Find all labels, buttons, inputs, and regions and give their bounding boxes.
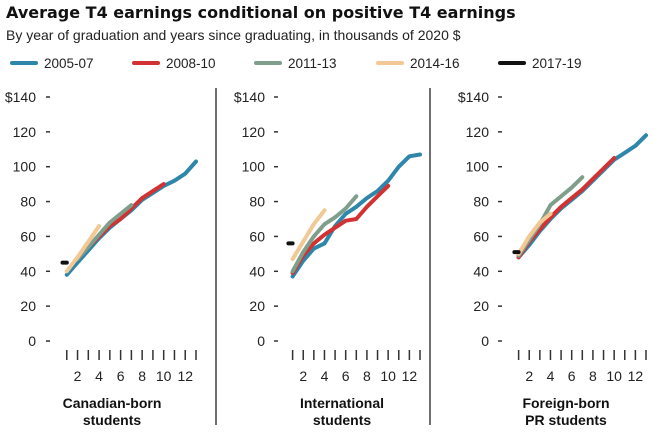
- x-tick-label: 2: [525, 368, 533, 384]
- legend-label-2011-13: 2011-13: [288, 56, 337, 71]
- series-line-2008-10: [290, 183, 391, 275]
- y-tick-label: 120: [242, 124, 266, 140]
- series-line-2005-07: [516, 133, 648, 260]
- y-tick-label: 20: [20, 298, 36, 314]
- y-tick-label: 80: [20, 194, 36, 210]
- y-tick-label: 0: [481, 333, 489, 349]
- legend: 2005-07 2008-10 2011-13 2014-16 2017-19: [10, 56, 582, 71]
- y-tick-label: 20: [249, 298, 265, 314]
- panel-3: $140 120 100 80 60 40 20 0 2 4 6 8 10 12 Foreign-bornP…: [458, 89, 648, 428]
- panel-label-line: International: [300, 395, 384, 411]
- y-tick-label: 120: [13, 124, 37, 140]
- y-tick-label: 0: [28, 333, 36, 349]
- y-tick-label: 20: [473, 298, 489, 314]
- legend-label-2008-10: 2008-10: [166, 56, 216, 71]
- x-tick-label: 10: [380, 368, 396, 384]
- x-tick-label: 8: [138, 368, 146, 384]
- x-tick-label: 4: [95, 368, 103, 384]
- panel-label-line: students: [83, 412, 142, 428]
- legend-label-2017-19: 2017-19: [532, 56, 582, 71]
- y-tick-label: 120: [466, 124, 490, 140]
- x-tick-label: 6: [568, 368, 576, 384]
- x-tick-label: 12: [402, 368, 418, 384]
- y-tick-label: $140: [458, 89, 489, 105]
- y-tick-label: $140: [5, 89, 36, 105]
- series-line-2005-07: [290, 152, 422, 279]
- x-tick-label: 2: [74, 368, 82, 384]
- series-line-2014-16: [64, 224, 102, 274]
- series-line-2014-16: [516, 211, 553, 256]
- series-line-2005-07: [64, 159, 198, 277]
- chart-title: Average T4 earnings conditional on posit…: [6, 3, 516, 22]
- y-tick-label: $140: [234, 89, 265, 105]
- x-tick-label: 6: [342, 368, 350, 384]
- panel-label-line: Canadian-born: [63, 395, 162, 411]
- panel-label-line: PR students: [525, 412, 607, 428]
- x-tick-label: 2: [299, 368, 307, 384]
- y-tick-label: 60: [249, 228, 265, 244]
- y-tick-label: 80: [473, 194, 489, 210]
- y-tick-label: 60: [473, 228, 489, 244]
- y-tick-label: 100: [466, 159, 490, 175]
- panel-label-line: students: [313, 412, 372, 428]
- panel-1: $140 120 100 80 60 40 20 0 2 4 6 8 10 12 Canadian-born…: [5, 89, 198, 428]
- y-tick-label: 0: [257, 333, 265, 349]
- x-tick-label: 8: [589, 368, 597, 384]
- series-line-2014-16: [290, 208, 327, 262]
- x-tick-label: 12: [177, 368, 193, 384]
- y-tick-label: 60: [20, 228, 36, 244]
- legend-label-2014-16: 2014-16: [410, 56, 460, 71]
- y-tick-label: 80: [249, 194, 265, 210]
- y-tick-label: 40: [20, 263, 36, 279]
- x-tick-label: 10: [606, 368, 622, 384]
- panel-2: $140 120 100 80 60 40 20 0 2 4 6 8 10 12 International…: [234, 89, 422, 428]
- series-line-2011-13: [75, 203, 134, 262]
- chart-subtitle: By year of graduation and years since gr…: [6, 27, 461, 43]
- x-tick-label: 4: [547, 368, 555, 384]
- y-tick-label: 40: [473, 263, 489, 279]
- y-tick-label: 100: [13, 159, 37, 175]
- x-tick-label: 10: [156, 368, 172, 384]
- y-tick-label: 100: [242, 159, 266, 175]
- x-tick-label: 4: [321, 368, 329, 384]
- x-tick-label: 12: [628, 368, 644, 384]
- legend-label-2005-07: 2005-07: [44, 56, 94, 71]
- series-line-2011-13: [290, 194, 359, 274]
- panel-label-line: Foreign-born: [522, 395, 609, 411]
- x-tick-label: 6: [117, 368, 125, 384]
- y-tick-label: 40: [249, 263, 265, 279]
- x-tick-label: 8: [363, 368, 371, 384]
